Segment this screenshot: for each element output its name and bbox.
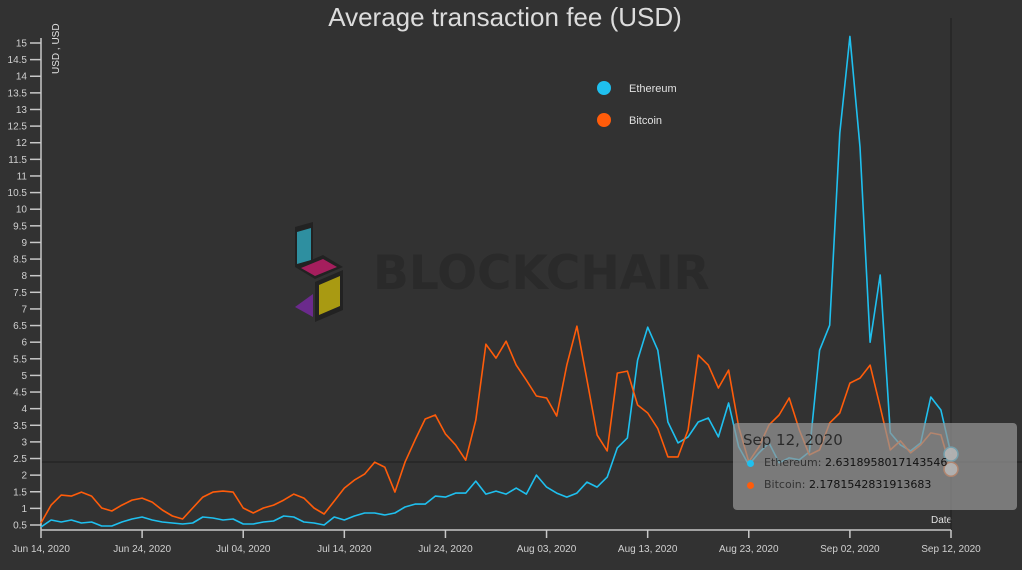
y-tick-label: 5.5 bbox=[13, 354, 27, 365]
y-tick-label: 9 bbox=[21, 238, 27, 249]
x-axis-label: Date bbox=[931, 515, 953, 526]
y-tick-label: 10 bbox=[16, 205, 28, 216]
x-tick-label: Jun 14, 2020 bbox=[12, 544, 70, 555]
y-tick-label: 12.5 bbox=[8, 122, 28, 133]
y-tick-label: 0.5 bbox=[13, 521, 27, 532]
y-tick-label: 8 bbox=[21, 271, 27, 282]
legend-swatch-ethereum bbox=[597, 81, 611, 95]
watermark-logo: BLOCKCHAIR bbox=[295, 222, 710, 322]
y-tick-label: 1.5 bbox=[13, 487, 27, 498]
x-tick-label: Sep 02, 2020 bbox=[820, 544, 880, 555]
y-tick-label: 8.5 bbox=[13, 255, 27, 266]
y-tick-label: 11.5 bbox=[8, 155, 27, 166]
tooltip: Sep 12, 2020 Ethereum: 2.631895801714354… bbox=[733, 423, 1017, 510]
y-tick-label: 3.5 bbox=[13, 421, 27, 432]
tooltip-row-bitcoin: Bitcoin: 2.1781542831913683 bbox=[747, 478, 931, 491]
bitcoin-dot-icon bbox=[747, 481, 754, 489]
chart-title: Average transaction fee (USD) bbox=[328, 2, 682, 32]
y-tick-label: 4.5 bbox=[13, 388, 27, 399]
watermark-text: BLOCKCHAIR bbox=[373, 246, 710, 301]
x-tick-label: Sep 12, 2020 bbox=[921, 544, 981, 555]
x-axis: Jun 14, 2020 Jun 24, 2020 Jul 04, 2020 Jul … bbox=[12, 529, 981, 555]
y-tick-label: 7.5 bbox=[13, 288, 27, 299]
y-tick-label: 6.5 bbox=[13, 321, 27, 332]
x-tick-label: Aug 23, 2020 bbox=[719, 544, 779, 555]
y-tick-label: 2 bbox=[21, 471, 27, 482]
y-tick-label: 14 bbox=[16, 72, 28, 83]
tooltip-label: Bitcoin: bbox=[764, 478, 806, 491]
tooltip-date: Sep 12, 2020 bbox=[743, 431, 843, 449]
y-tick-label: 5 bbox=[21, 371, 27, 382]
legend-label-bitcoin: Bitcoin bbox=[629, 115, 662, 127]
legend-item-ethereum[interactable]: Ethereum bbox=[597, 81, 677, 95]
y-tick-label: 1 bbox=[21, 504, 27, 515]
y-tick-label: 15 bbox=[16, 39, 28, 50]
x-tick-label: Jul 14, 2020 bbox=[317, 544, 372, 555]
y-tick-label: 6 bbox=[21, 338, 27, 349]
tooltip-value: 2.1781542831913683 bbox=[808, 478, 932, 491]
x-tick-label: Aug 13, 2020 bbox=[618, 544, 678, 555]
y-tick-label: 12 bbox=[16, 138, 28, 149]
legend-label-ethereum: Ethereum bbox=[629, 83, 677, 95]
y-tick-label: 4 bbox=[21, 404, 27, 415]
x-tick-label: Jul 04, 2020 bbox=[216, 544, 271, 555]
y-tick-label: 7 bbox=[21, 304, 27, 315]
legend-swatch-bitcoin bbox=[597, 113, 611, 127]
x-tick-label: Jun 24, 2020 bbox=[113, 544, 171, 555]
tooltip-label: Ethereum: bbox=[764, 456, 822, 469]
ethereum-dot-icon bbox=[747, 459, 754, 467]
y-tick-label: 3 bbox=[21, 437, 27, 448]
y-tick-label: 10.5 bbox=[8, 188, 28, 199]
y-tick-label: 13.5 bbox=[8, 88, 28, 99]
y-axis: 0.511.522.533.544.555.566.577.588.599.51… bbox=[8, 38, 42, 532]
y-tick-label: 14.5 bbox=[8, 55, 28, 66]
y-tick-label: 11 bbox=[17, 171, 28, 182]
tooltip-row-ethereum: Ethereum: 2.6318958017143546 bbox=[747, 456, 947, 469]
y-tick-label: 13 bbox=[16, 105, 28, 116]
x-tick-label: Aug 03, 2020 bbox=[517, 544, 577, 555]
tooltip-value: 2.6318958017143546 bbox=[824, 456, 948, 469]
x-tick-label: Jul 24, 2020 bbox=[418, 544, 473, 555]
y-axis-label: USD , USD bbox=[51, 23, 62, 74]
legend[interactable]: Ethereum Bitcoin bbox=[597, 81, 677, 127]
y-tick-label: 2.5 bbox=[13, 454, 27, 465]
y-tick-label: 9.5 bbox=[13, 221, 27, 232]
legend-item-bitcoin[interactable]: Bitcoin bbox=[597, 113, 662, 127]
